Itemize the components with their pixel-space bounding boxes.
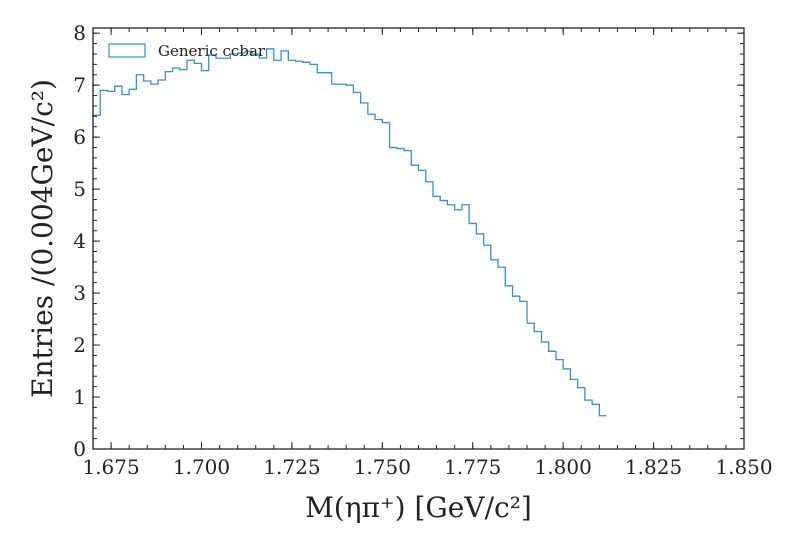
x-tick-label: 1.850	[715, 455, 772, 479]
y-tick-label: 5	[73, 177, 86, 201]
x-tick-label: 1.775	[444, 455, 501, 479]
y-tick-label: 3	[73, 281, 86, 305]
x-tick-label: 1.825	[625, 455, 682, 479]
series-line-0	[93, 48, 607, 417]
legend-swatch	[108, 43, 146, 58]
y-tick-label: 8	[73, 21, 86, 45]
y-tick-label: 2	[73, 333, 86, 357]
y-tick-label: 1	[73, 385, 86, 409]
x-tick-label: 1.700	[173, 455, 230, 479]
plot-frame	[92, 27, 745, 450]
y-tick-label: 0	[73, 437, 86, 461]
y-tick-label: 6	[73, 125, 86, 149]
legend-label-generic-ccbar: Generic ccbar	[158, 42, 266, 60]
y-tick-label: 7	[73, 73, 86, 97]
x-tick-label: 1.800	[535, 455, 592, 479]
x-tick-label: 1.750	[354, 455, 411, 479]
x-tick-label: 1.675	[82, 455, 139, 479]
plot-area	[93, 48, 607, 417]
x-tick-label: 1.725	[263, 455, 320, 479]
axis-ticks	[92, 28, 745, 450]
y-tick-label: 4	[73, 229, 86, 253]
x-axis-title: M(ηπ⁺) [GeV/c²]	[305, 491, 532, 524]
y-axis-title: Entries /(0.004GeV/c²)	[26, 79, 59, 398]
legend: Generic ccbar	[108, 42, 266, 60]
tick-labels: 1.675 1.700 1.725 1.750 1.775 1.800 1.825 1.850…	[73, 21, 772, 479]
